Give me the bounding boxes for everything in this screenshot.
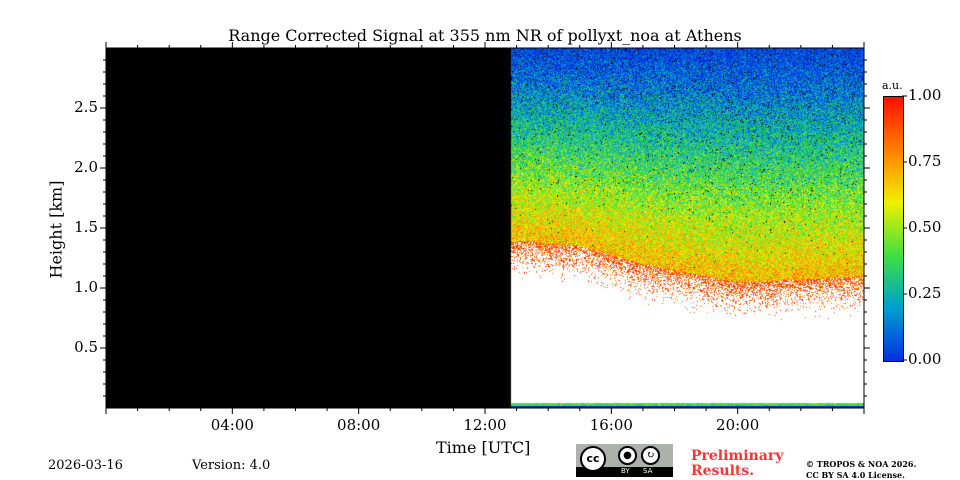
copyright: © TROPOS & NOA 2026. [806, 459, 917, 469]
x-tick-label: 04:00 [210, 416, 254, 434]
colorbar-label: a.u. [882, 79, 903, 92]
plot-frame [105, 47, 865, 409]
version-label: Version: 4.0 [192, 458, 271, 473]
heatmap [106, 48, 864, 408]
by-label: BY [621, 467, 630, 475]
colorbar-tick-label: 0.00 [908, 350, 942, 368]
cc-icon: cc [580, 446, 606, 472]
by-person-icon: ● [618, 446, 637, 465]
x-tick-label: 08:00 [337, 416, 381, 434]
colorbar-tick-label: 0.75 [908, 152, 942, 170]
y-axis-label: Height [km] [46, 180, 66, 279]
y-tick-label: 1.5 [74, 218, 98, 236]
preliminary-line1: Preliminary [691, 448, 784, 464]
preliminary-notice: Preliminary Results. [691, 449, 783, 479]
y-tick-label: 1.0 [74, 278, 98, 296]
cc-by-sa-badge: cc ● ↻ BY SA [576, 444, 673, 477]
x-tick-label: 16:00 [589, 416, 633, 434]
colorbar-tick-label: 1.00 [908, 86, 942, 104]
license: CC BY SA 4.0 License. [806, 470, 905, 480]
x-tick-label: 20:00 [716, 416, 760, 434]
x-axis-label: Time [UTC] [436, 438, 531, 457]
preliminary-line2: Results. [691, 463, 755, 479]
sa-label: SA [643, 467, 653, 475]
colorbar-tick-label: 0.50 [908, 218, 942, 236]
license-text: © TROPOS & NOA 2026. CC BY SA 4.0 Licens… [806, 459, 916, 480]
y-tick-label: 2.5 [74, 98, 98, 116]
sa-icon: ↻ [641, 446, 660, 465]
colorbar [883, 96, 904, 362]
colorbar-tick-label: 0.25 [908, 284, 942, 302]
date-label: 2026-03-16 [48, 458, 123, 473]
y-tick-label: 0.5 [74, 338, 98, 356]
chart-title: Range Corrected Signal at 355 nm NR of p… [228, 26, 742, 45]
x-tick-label: 12:00 [463, 416, 507, 434]
y-tick-label: 2.0 [74, 158, 98, 176]
